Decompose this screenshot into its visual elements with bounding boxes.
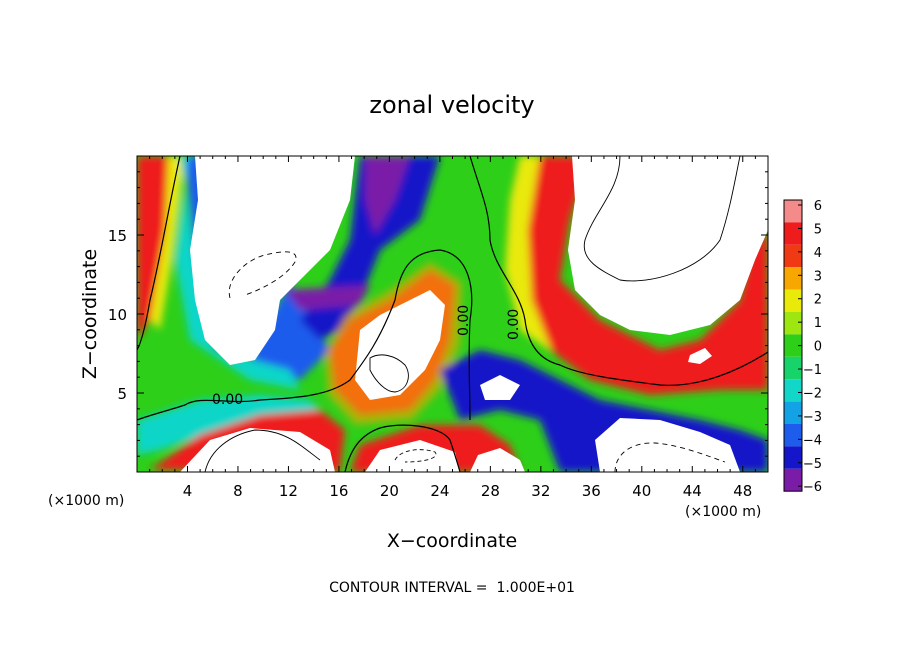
x-tick-label: 8 <box>233 482 243 500</box>
field-purple-strip <box>285 285 370 310</box>
colorbar-cell <box>784 424 802 447</box>
x-axis-label: X−coordinate <box>387 530 517 552</box>
field-band-left-yellow <box>150 156 185 330</box>
field-white-region-bottom-right <box>595 418 740 472</box>
field-blue-ridge-left <box>185 156 330 380</box>
contour-white-bottom-left <box>204 429 321 472</box>
contour-dashed-left <box>228 251 297 299</box>
contour-dashed-bottom-right <box>614 442 726 472</box>
colorbar-cell <box>784 244 802 268</box>
field-red-arc-right <box>525 156 768 395</box>
contour-label-1: 0.00 <box>212 392 243 408</box>
colorbar-label: −2 <box>803 386 822 401</box>
field-yellow-arc-right <box>505 156 552 352</box>
x-tick-label: 44 <box>683 482 702 500</box>
field-white-region-right <box>568 156 768 335</box>
colorbar-cell <box>784 468 802 492</box>
colorbar-cell <box>784 334 802 357</box>
x-tick-label: 32 <box>531 482 550 500</box>
y-tick-label: 15 <box>108 227 127 245</box>
field-white-patch-1 <box>688 348 712 364</box>
x-axis-ticks: 4 8 12 16 20 24 28 32 36 40 44 48 <box>149 156 756 500</box>
colorbar-label: −1 <box>803 363 822 378</box>
colorbar-label: 0 <box>814 340 822 355</box>
x-tick-label: 24 <box>430 482 449 500</box>
field-white-region-bottom-center2 <box>470 448 525 472</box>
colorbar-label: 3 <box>814 269 822 284</box>
colorbar-label: −3 <box>803 410 822 425</box>
colorbar-label: 6 <box>814 199 822 214</box>
colorbar-cell <box>784 446 802 469</box>
contour-zero-center <box>469 156 768 386</box>
colorbar-label: −5 <box>803 457 822 472</box>
contour-zero-bottom <box>344 424 461 472</box>
colorbar-cell <box>784 289 802 312</box>
x-tick-label: 20 <box>380 482 399 500</box>
colorbar-label: −6 <box>803 480 822 495</box>
colorbar-label: 1 <box>814 316 822 331</box>
contour-dashed-bottom-center <box>394 449 437 463</box>
x-tick-label: 28 <box>481 482 500 500</box>
contour-lines <box>137 156 768 472</box>
field-white-patch-2 <box>480 375 520 400</box>
x-tick-label: 12 <box>279 482 298 500</box>
field-purple-center <box>365 156 410 235</box>
contour-white-right <box>583 156 741 282</box>
colorbar-cell <box>784 401 802 424</box>
colorbar: 6 5 4 3 2 1 0 −1 −2 −3 −4 −5 −6 <box>783 199 822 495</box>
x-unit-left: (×1000 m) <box>48 493 124 509</box>
field-band-left-red <box>137 156 175 340</box>
colorbar-cell <box>784 222 802 245</box>
x-unit-right: (×1000 m) <box>685 504 761 520</box>
y-tick-label: 10 <box>108 306 127 324</box>
colorbar-cell <box>784 379 802 402</box>
contour-zero-lower <box>137 249 473 421</box>
y-tick-label: 5 <box>117 385 127 403</box>
field-white-region-bottom-left <box>180 428 335 472</box>
contour-label-3: 0.00 <box>506 309 522 340</box>
field-white-region-left <box>190 156 355 365</box>
y-axis-ticks: 5 10 15 <box>108 171 768 457</box>
colorbar-label: 4 <box>814 246 822 261</box>
field-white-region-bottom-center <box>365 440 460 472</box>
x-tick-label: 36 <box>582 482 601 500</box>
colorbar-cell <box>784 200 802 223</box>
contour-zero-left <box>137 156 181 351</box>
x-tick-label: 4 <box>183 482 193 500</box>
x-tick-label: 40 <box>632 482 651 500</box>
colorbar-label: −4 <box>803 433 822 448</box>
contour-label-2: 0.00 <box>456 305 472 336</box>
contour-interval-footer: CONTOUR INTERVAL = 1.000E+01 <box>329 580 575 596</box>
chart-title: zonal velocity <box>369 91 534 119</box>
colorbar-label: 2 <box>814 293 822 308</box>
y-axis-label: Z−coordinate <box>79 249 101 379</box>
contour-white-loop <box>369 354 409 393</box>
field-white-region-center <box>355 290 445 400</box>
heatmap-field <box>137 156 768 472</box>
x-tick-label: 16 <box>329 482 348 500</box>
colorbar-label: 5 <box>814 222 822 237</box>
colorbar-cell <box>784 356 802 380</box>
colorbar-cell <box>784 312 802 335</box>
colorbar-cell <box>784 267 802 290</box>
x-tick-label: 48 <box>733 482 752 500</box>
